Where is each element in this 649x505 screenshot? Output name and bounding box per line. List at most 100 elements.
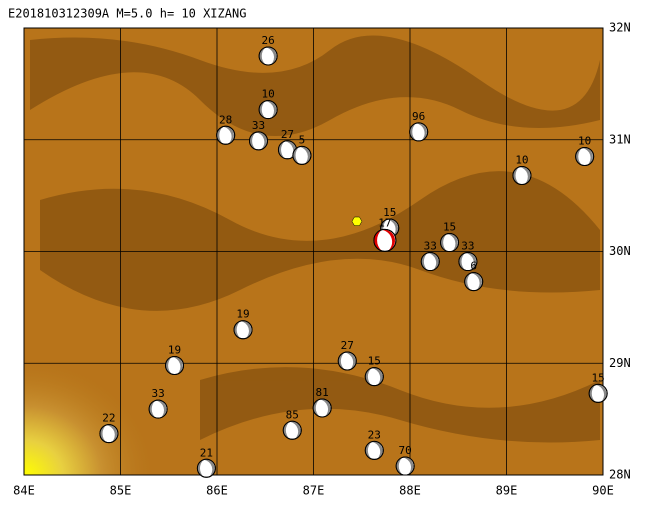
overlay: 84E 85E 86E 87E 88E 89E 90E 28N 29N 30N 31N 32N 26 10… — [13, 21, 631, 498]
focal-mechanism: 19 — [165, 343, 185, 375]
beachball-quadrant — [293, 146, 300, 164]
focal-mechanism: 10 — [512, 154, 532, 186]
beachball-quadrant — [575, 147, 582, 166]
map-title: E201810312309A M=5.0 h= 10 XIZANG — [8, 7, 246, 21]
beachball-quadrant — [365, 368, 372, 386]
focal-mechanism: 27 — [337, 339, 357, 371]
beachball-outline — [364, 440, 384, 460]
beachball-quadrant — [440, 234, 447, 252]
beachball-quadrant — [387, 219, 398, 237]
event-label: 10 — [262, 88, 275, 101]
beachball-quadrant — [216, 126, 223, 144]
event-label: 96 — [412, 110, 425, 123]
event-label: 10 — [515, 154, 528, 167]
beachball-quadrant — [381, 229, 396, 251]
beachball-quadrant — [371, 367, 383, 386]
event-label: 17 — [378, 216, 391, 229]
focal-mechanism: 81 — [312, 386, 332, 418]
focal-mechanism: 70 — [395, 444, 415, 476]
beachball-outline — [312, 398, 332, 418]
event-label: 33 — [252, 119, 265, 132]
beachball-outline — [216, 125, 236, 145]
focal-mechanism: 15 — [364, 355, 384, 387]
beachball-outline — [233, 320, 253, 340]
beachball-outline — [588, 383, 608, 403]
event-label: 33 — [152, 387, 165, 400]
beachball-quadrant — [421, 253, 428, 271]
beachball-quadrant — [519, 166, 531, 185]
beachball-outline — [575, 147, 595, 167]
x-tick-label: 88E — [399, 484, 421, 498]
beachball-quadrant — [265, 100, 277, 119]
beachball-outline — [409, 122, 429, 142]
beachball-outline — [464, 272, 484, 292]
beachball-quadrant — [459, 253, 466, 271]
event-label: 33 — [461, 240, 474, 253]
focal-mechanism: 17 — [373, 216, 397, 252]
event-label: 15 — [443, 221, 456, 234]
beachball-outline — [258, 100, 278, 120]
event-label: 6 — [470, 260, 477, 273]
x-tick-label: 84E — [13, 484, 35, 498]
x-tick-label: 85E — [110, 484, 132, 498]
beachball-quadrant — [589, 384, 596, 402]
beachball-quadrant — [513, 166, 520, 185]
beachball-outline — [458, 252, 478, 272]
event-label: 21 — [200, 446, 213, 459]
y-tick-label: 31N — [609, 132, 631, 146]
focal-mechanism: 26 — [258, 34, 278, 66]
event-label: 70 — [399, 444, 412, 457]
focal-mechanism: 33 — [420, 240, 440, 272]
beachball-quadrant — [171, 356, 183, 375]
beachball-outline — [99, 424, 119, 444]
beachball-quadrant — [427, 252, 439, 271]
beachball-outline — [148, 399, 168, 419]
beachball-quadrant — [470, 272, 482, 291]
beachball-quadrant — [222, 126, 234, 144]
beachball-outline — [420, 252, 440, 272]
event-label: 33 — [424, 240, 437, 253]
beachball-quadrant — [259, 101, 266, 119]
event-label: 19 — [236, 308, 249, 321]
beachball-quadrant — [155, 400, 167, 418]
focal-mechanism: 15 — [440, 221, 460, 253]
focal-mechanism: 33 — [148, 387, 168, 419]
beachball-outline — [512, 166, 532, 186]
beachball-outline — [337, 351, 357, 371]
event-label: 15 — [592, 371, 605, 384]
focal-mechanism: 23 — [364, 428, 384, 460]
event-label: 19 — [168, 343, 181, 356]
beachball-outline — [364, 367, 384, 387]
beachball-outline — [248, 131, 268, 151]
beachball-quadrant — [259, 47, 266, 65]
x-tick-label: 86E — [206, 484, 228, 498]
focal-mechanism: 22 — [99, 412, 119, 444]
beachball-quadrant — [106, 424, 118, 443]
focal-mechanism: 10 — [575, 135, 595, 167]
beachball-quadrant — [396, 457, 403, 475]
beachball-outline — [258, 46, 278, 66]
focal-mechanism: 21 — [196, 446, 216, 478]
x-tick-label: 90E — [592, 484, 614, 498]
beachball-quadrant — [203, 459, 215, 477]
focal-mechanism: 85 — [282, 408, 302, 440]
beachball-quadrant — [464, 273, 471, 291]
beachball-quadrant — [371, 441, 383, 459]
beachball-quadrant — [581, 147, 593, 166]
x-tick-label: 87E — [303, 484, 325, 498]
event-label: 28 — [219, 113, 232, 126]
beachball-quadrant — [319, 399, 331, 417]
event-label: 23 — [368, 428, 381, 441]
beachball-quadrant — [100, 425, 107, 443]
focal-mechanism: 10 — [258, 88, 278, 120]
y-tick-label: 29N — [609, 356, 631, 370]
focal-mechanism: 96 — [409, 110, 429, 142]
beachball-quadrant — [249, 132, 256, 150]
beachball-outline — [395, 456, 415, 476]
beachball-quadrant — [313, 399, 320, 417]
event-label: 10 — [578, 135, 591, 148]
y-tick-label: 32N — [609, 21, 631, 35]
event-label: 27 — [341, 339, 354, 352]
focal-mechanism: 19 — [233, 308, 253, 340]
beachball-outline — [282, 420, 302, 440]
